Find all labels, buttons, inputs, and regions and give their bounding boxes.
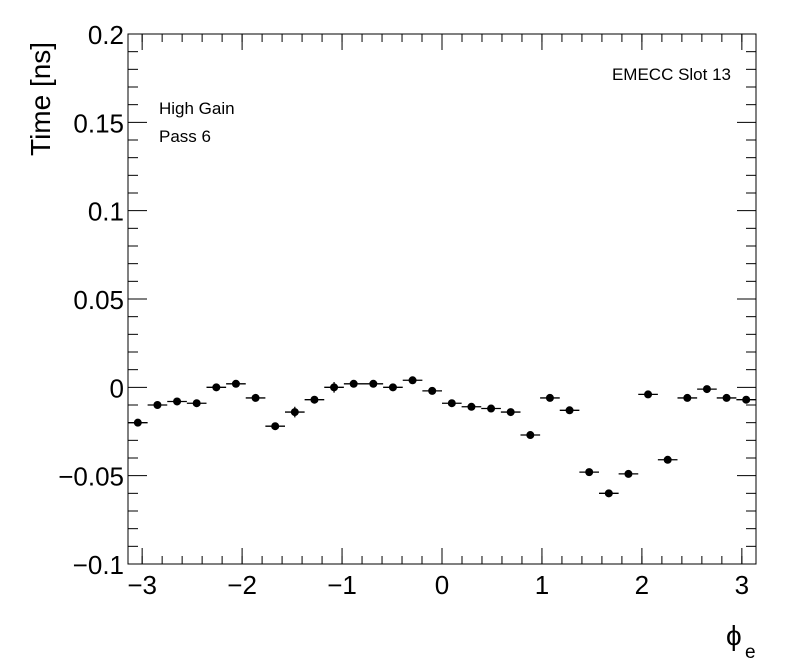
data-point <box>442 399 462 408</box>
point-marker <box>428 386 437 395</box>
data-point <box>167 397 187 406</box>
point-marker <box>310 395 319 404</box>
y-tick-label: −0.05 <box>58 462 124 492</box>
data-point <box>579 468 599 477</box>
y-tick-label: 0.1 <box>88 197 124 227</box>
data-point <box>363 379 384 388</box>
x-tick-label: 1 <box>535 570 549 600</box>
point-marker <box>663 455 672 464</box>
data-point <box>285 406 305 418</box>
data-point <box>599 489 619 498</box>
data-point <box>500 408 521 417</box>
x-tick-label: 0 <box>435 570 449 600</box>
point-marker <box>369 379 378 388</box>
point-marker <box>624 469 633 478</box>
data-point <box>540 393 560 402</box>
data-point <box>304 395 325 404</box>
point-marker <box>722 393 731 402</box>
annotation-gain: High Gain <box>159 99 235 118</box>
x-axis-title-main: ϕ <box>726 620 742 651</box>
point-marker <box>212 383 221 392</box>
point-marker <box>271 422 280 431</box>
point-marker <box>173 397 182 406</box>
point-marker <box>290 408 299 417</box>
point-marker <box>565 406 574 415</box>
data-point <box>697 385 717 394</box>
data-point <box>226 379 246 388</box>
data-point <box>716 393 737 402</box>
data-point <box>422 386 442 395</box>
y-tick-label: 0.2 <box>88 20 124 50</box>
point-marker <box>683 393 692 402</box>
data-point <box>147 401 168 409</box>
point-marker <box>506 408 515 417</box>
data-point <box>618 469 639 478</box>
x-tick-label: 2 <box>635 570 649 600</box>
data-point <box>736 395 756 404</box>
point-marker <box>604 489 613 498</box>
point-marker <box>251 393 260 402</box>
data-point <box>383 383 403 392</box>
data-point <box>677 393 698 402</box>
point-marker <box>231 379 240 388</box>
x-tick-label: −2 <box>227 570 257 600</box>
point-marker <box>644 390 653 399</box>
x-tick-label: −1 <box>327 570 357 600</box>
y-tick-label: 0.15 <box>73 108 124 138</box>
data-point <box>559 406 580 415</box>
point-marker <box>192 399 201 408</box>
point-marker <box>742 395 751 404</box>
y-axis-title: Time [ns] <box>25 42 56 156</box>
x-axis-title: ϕ e <box>726 620 756 663</box>
tick-labels: −3 −2 −1 0 1 2 3 −0.1 −0.05 0 0.05 0.1 0.15 0.2 <box>58 20 749 600</box>
point-marker <box>388 383 397 392</box>
point-marker <box>487 404 496 413</box>
data-point <box>265 422 285 431</box>
data-point <box>520 431 541 440</box>
y-tick-label: −0.1 <box>73 550 124 580</box>
data-point <box>657 455 678 464</box>
point-marker <box>133 418 142 427</box>
point-marker <box>408 376 417 385</box>
point-marker <box>153 401 162 409</box>
data-point <box>461 402 482 411</box>
point-marker <box>702 385 711 394</box>
data-point <box>206 383 227 392</box>
axis-ticks <box>128 33 756 565</box>
data-point <box>638 390 658 399</box>
data-point <box>245 393 266 402</box>
data-point <box>128 418 148 427</box>
x-tick-label: 3 <box>735 570 749 600</box>
x-axis-title-subscript: e <box>745 642 756 663</box>
data-point <box>481 404 501 413</box>
x-tick-label: −3 <box>127 570 157 600</box>
point-marker <box>467 402 476 411</box>
y-tick-label: 0.05 <box>73 285 124 315</box>
point-marker <box>330 383 339 392</box>
data-point <box>343 379 364 388</box>
data-points <box>128 376 756 498</box>
point-marker <box>526 431 535 440</box>
data-point <box>186 399 207 408</box>
point-marker <box>349 379 358 388</box>
data-point <box>324 382 344 393</box>
annotation-pass: Pass 6 <box>159 127 211 146</box>
annotation-top-right: EMECC Slot 13 <box>612 65 731 84</box>
y-tick-label: 0 <box>110 373 124 403</box>
data-point <box>402 376 423 385</box>
point-marker <box>447 399 456 408</box>
point-marker <box>585 468 594 477</box>
point-marker <box>545 393 554 402</box>
